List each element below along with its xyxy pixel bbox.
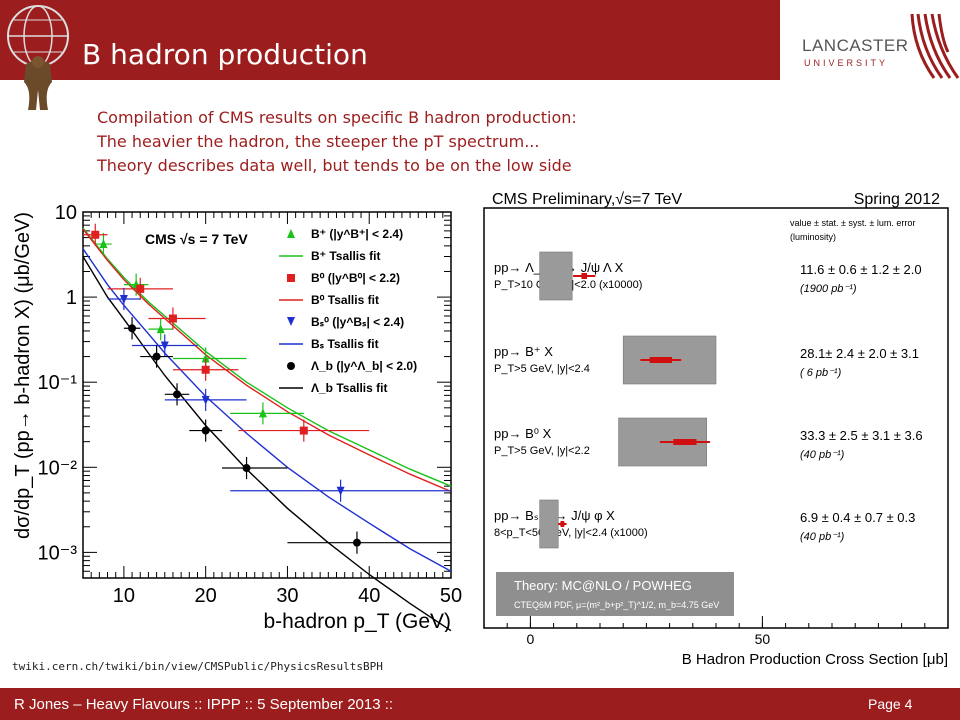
theory-band bbox=[539, 499, 559, 549]
footer-text: R Jones – Heavy Flavours :: IPPP :: 5 Se… bbox=[14, 696, 394, 713]
data-point bbox=[258, 408, 267, 418]
measured-point bbox=[682, 439, 688, 445]
chart-title: CMS Preliminary,√s=7 TeV bbox=[492, 191, 682, 208]
x-tick-label: 30 bbox=[276, 585, 298, 607]
source-url: twiki.cern.ch/twiki/bin/view/CMSPublic/P… bbox=[12, 660, 383, 673]
pt-spectrum-chart: 10 20 30 40 50 10 1 10⁻¹ 10⁻² 10⁻³ b-hadron p_T (G… bbox=[12, 202, 462, 632]
data-point bbox=[336, 486, 345, 496]
lumi-text: ( 6 pb⁻¹) bbox=[800, 367, 842, 379]
legend-label: B⁺ (|y^B⁺| < 2.4) bbox=[311, 227, 403, 241]
atlas-logo-icon bbox=[7, 5, 69, 110]
data-point bbox=[201, 353, 210, 363]
cross-section-chart: CMS Preliminary,√s=7 TeV Spring 2012 value… bbox=[483, 191, 949, 668]
y-tick-label: 10⁻¹ bbox=[38, 372, 78, 394]
value-text: 33.3 ± 2.5 ± 3.1 ± 3.6 bbox=[800, 428, 923, 443]
data-point bbox=[201, 365, 210, 374]
x-tick-label: 40 bbox=[358, 585, 380, 607]
value-text: 11.6 ± 0.6 ± 1.2 ± 2.0 bbox=[800, 262, 922, 277]
data-point bbox=[156, 324, 165, 334]
intro-text: Compilation of CMS results on specific B… bbox=[97, 106, 577, 178]
intro-line: The heavier the hadron, the steeper the … bbox=[97, 132, 540, 151]
value-legend: value ± stat. ± syst. ± lum. error bbox=[790, 218, 915, 228]
x-axis-label: b-hadron p_T (GeV) bbox=[263, 610, 451, 632]
value-text: 28.1± 2.4 ± 2.0 ± 3.1 bbox=[800, 346, 919, 361]
x-tick-label: 50 bbox=[755, 631, 771, 647]
data-point bbox=[242, 464, 251, 473]
theory-box bbox=[496, 572, 734, 616]
fit-curve bbox=[82, 227, 452, 487]
fit-curve bbox=[82, 248, 452, 572]
data-point bbox=[201, 395, 210, 405]
legend-label: Λ_b Tsallis fit bbox=[311, 381, 387, 395]
lancaster-logo-icon bbox=[910, 13, 960, 79]
theory-box-line1: Theory: MC@NLO / POWHEG bbox=[514, 578, 692, 593]
y-tick-label: 10⁻² bbox=[38, 457, 78, 479]
x-tick-label: 50 bbox=[440, 585, 462, 607]
footer-bar: R Jones – Heavy Flavours :: IPPP :: 5 Se… bbox=[0, 688, 960, 720]
intro-line: Compilation of CMS results on specific B… bbox=[97, 108, 577, 127]
data-point bbox=[128, 324, 137, 333]
cuts-label: P_T>5 GeV, |y|<2.4 bbox=[494, 363, 590, 375]
data-point bbox=[99, 239, 108, 249]
data-point bbox=[299, 426, 308, 435]
y-tick-label: 10⁻³ bbox=[38, 542, 78, 564]
legend-label: Λ_b (|y^Λ_b| < 2.0) bbox=[311, 359, 417, 373]
measured-point bbox=[559, 521, 565, 527]
data-point bbox=[152, 352, 161, 361]
legend-swatch bbox=[287, 317, 295, 326]
cuts-label: P_T>5 GeV, |y|<2.2 bbox=[494, 445, 590, 457]
fit-curve bbox=[82, 256, 452, 632]
data-point bbox=[168, 314, 177, 323]
theory-band bbox=[539, 251, 573, 301]
x-tick-label: 10 bbox=[113, 585, 135, 607]
theory-box-line2: CTEQ6M PDF, μ=(m²_b+p²_T)^1/2, m_b=4.75 … bbox=[514, 600, 719, 610]
page-title: B hadron production bbox=[82, 38, 368, 71]
value-legend-sub: (luminosity) bbox=[790, 232, 836, 242]
y-tick-label: 10 bbox=[55, 202, 77, 224]
lumi-text: (40 pb⁻¹) bbox=[800, 531, 845, 543]
data-point bbox=[119, 294, 128, 304]
data-point bbox=[91, 230, 100, 239]
legend-label: Bₛ Tsallis fit bbox=[311, 337, 379, 351]
measured-point bbox=[581, 273, 587, 279]
legend-swatch bbox=[287, 229, 295, 238]
data-point bbox=[201, 426, 210, 435]
data-point bbox=[160, 341, 169, 351]
legend-swatch bbox=[287, 274, 295, 282]
lumi-text: (40 pb⁻¹) bbox=[800, 449, 845, 461]
data-point bbox=[173, 390, 182, 399]
logo-subtitle: UNIVERSITY bbox=[804, 58, 889, 68]
legend-label: B⁺ Tsallis fit bbox=[311, 249, 380, 263]
measured-point bbox=[658, 357, 664, 363]
y-axis-label: dσ/dp_T (pp→ b-hadron X) (μb/GeV) bbox=[12, 212, 34, 539]
x-tick-label: 0 bbox=[527, 631, 535, 647]
x-axis-label: B Hadron Production Cross Section [μb] bbox=[682, 651, 948, 668]
logo-wordmark: LANCASTER bbox=[802, 36, 909, 55]
process-label: pp→ B⁰ X bbox=[494, 426, 552, 441]
lumi-text: (1900 pb⁻¹) bbox=[800, 283, 857, 295]
lancaster-logo: LANCASTER UNIVERSITY bbox=[792, 10, 960, 80]
legend-label: Bₛ⁰ (|y^Bₛ| < 2.4) bbox=[311, 315, 404, 329]
cuts-label: 8<p_T<50 GeV, |y|<2.4 (x1000) bbox=[494, 527, 648, 539]
data-point bbox=[352, 538, 361, 547]
page-number: Page 4 bbox=[868, 696, 913, 712]
chart-header: CMS √s = 7 TeV bbox=[145, 231, 248, 247]
y-tick-label: 1 bbox=[66, 287, 77, 309]
header-bar: B hadron production LANCASTER UNIVERSITY bbox=[0, 0, 960, 110]
process-label: pp→ B⁺ X bbox=[494, 344, 553, 359]
x-tick-label: 20 bbox=[195, 585, 217, 607]
chart-season: Spring 2012 bbox=[854, 191, 940, 208]
title-band bbox=[0, 0, 780, 80]
value-text: 6.9 ± 0.4 ± 0.7 ± 0.3 bbox=[800, 510, 915, 525]
legend-label: B⁰ Tsallis fit bbox=[311, 293, 379, 307]
data-point bbox=[136, 284, 145, 293]
intro-line: Theory describes data well, but tends to… bbox=[97, 156, 572, 175]
legend-label: B⁰ (|y^B⁰| < 2.2) bbox=[311, 271, 400, 285]
legend-swatch bbox=[287, 362, 295, 370]
